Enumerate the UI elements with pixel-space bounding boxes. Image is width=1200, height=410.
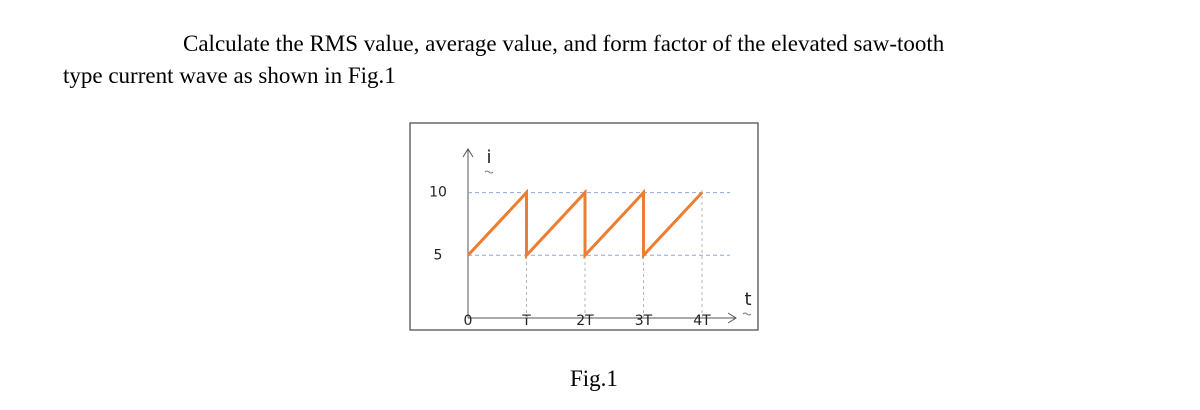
y-arrow — [462, 148, 474, 158]
x-tick-label: T — [521, 313, 531, 329]
y-axis-label: i — [486, 147, 491, 168]
figure-frame — [409, 122, 759, 331]
question-line: type current wave as shown in Fig.1 — [63, 63, 396, 88]
underline — [484, 170, 494, 174]
figure-caption: Fig.1 — [570, 366, 618, 391]
y-tick-label: 5 — [434, 247, 443, 263]
waveform — [466, 188, 704, 260]
x-arrow — [727, 312, 737, 324]
x-tick-label: 2T — [576, 313, 594, 329]
x-tick-label: 3T — [635, 313, 653, 329]
x-axis-label: t — [744, 289, 751, 310]
y-tick-label: 10 — [429, 185, 447, 201]
x-tick-label: 0 — [464, 313, 473, 329]
underline — [742, 312, 752, 316]
x-tick-label: 4T — [693, 313, 711, 329]
question-line: Calculate the RMS value, average value, … — [183, 31, 945, 56]
